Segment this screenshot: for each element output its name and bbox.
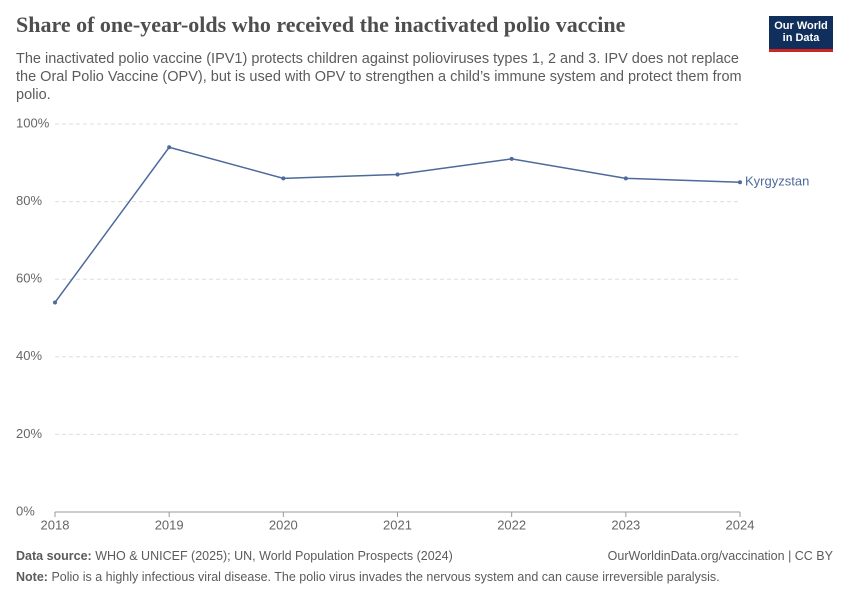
chart-subtitle: The inactivated polio vaccine (IPV1) pro… [16,51,742,103]
source-text: WHO & UNICEF (2025); UN, World Populatio… [95,549,453,563]
x-tick-label: 2018 [41,517,70,532]
point [53,300,57,305]
x-tick-label: 2020 [269,517,298,532]
y-tick-label: 40% [16,348,42,363]
point [623,176,628,181]
x-tick-label: 2019 [155,517,184,532]
logo-text: in Data [782,32,820,44]
logo[interactable]: Our World in Data [769,16,833,52]
chart: 0% 20% 40% 60% 80% 100% 2018 2019 2020 2021 2022 20… [16,115,809,532]
chart-title: Share of one-year-olds who received the … [16,12,626,37]
point [509,156,514,161]
source: Data source: WHO & UNICEF (2025); UN, Wo… [16,549,453,563]
y-tick-label: 80% [16,193,42,208]
series-label: Kyrgyzstan [745,174,809,189]
x-tick-label: 2022 [497,517,526,532]
point [395,172,400,177]
note-text: Polio is a highly infectious viral disea… [51,570,720,584]
y-tick-label: 20% [16,426,42,441]
y-tick-label: 60% [16,271,42,286]
x-tick-label: 2021 [383,517,412,532]
source-label: Data source: [16,549,92,563]
point [167,145,172,150]
x-tick-label: 2023 [611,517,640,532]
y-tick-label: 0% [16,503,35,518]
point [281,176,286,181]
y-tick-label: 100% [16,115,50,130]
note: Note: Polio is a highly infectious viral… [16,570,720,584]
logo-text: Our World [774,20,828,32]
url[interactable]: OurWorldinData.org/vaccination | CC BY [607,549,833,563]
note-label: Note: [16,570,48,584]
point [738,180,742,185]
x-tick-label: 2024 [726,517,755,532]
